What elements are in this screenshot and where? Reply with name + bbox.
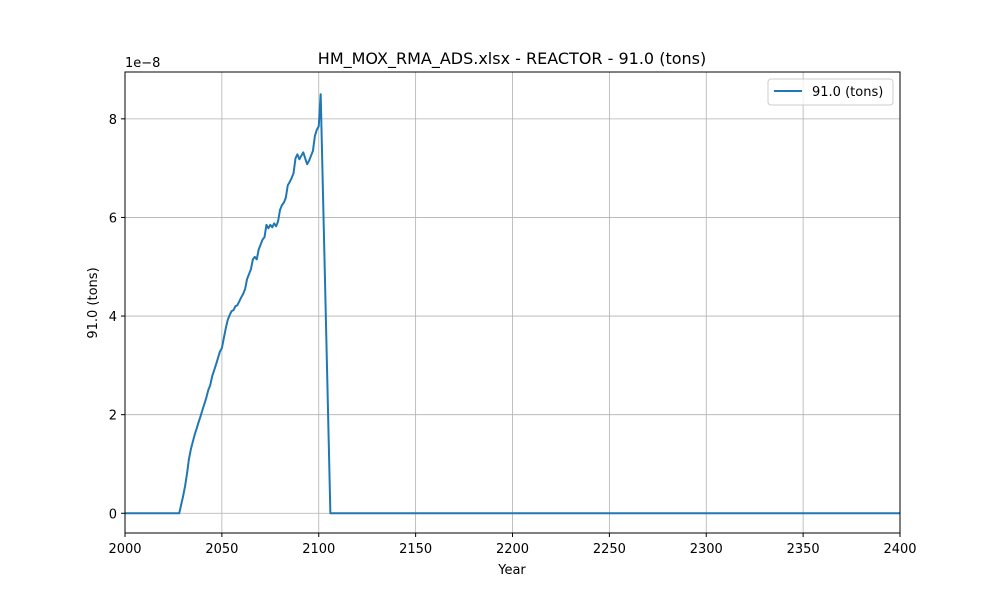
x-tick-label: 2150	[399, 542, 432, 557]
y-tick-label: 4	[109, 310, 117, 325]
legend: 91.0 (tons)	[767, 78, 894, 106]
y-axis-label: 91.0 (tons)	[86, 267, 101, 338]
y-tick-label: 0	[109, 507, 117, 522]
legend-box	[767, 78, 894, 106]
y-tick-label: 2	[109, 409, 117, 424]
x-tick-label: 2100	[302, 542, 335, 557]
x-tick-label: 2350	[787, 542, 820, 557]
x-tick-label: 2400	[883, 542, 916, 557]
series-line	[125, 93, 900, 515]
axis-ticks: 2000 2050 2100 2150 2200 2250 2300 2350 2400 0 2 4 6…	[108, 113, 916, 557]
x-axis-label: Year	[497, 563, 526, 578]
chart-title: HM_MOX_RMA_ADS.xlsx - REACTOR - 91.0 (to…	[318, 49, 706, 69]
y-tick-label: 6	[109, 211, 117, 226]
series-layer	[125, 93, 900, 515]
y-tick-label: 8	[109, 113, 117, 128]
x-tick-label: 2050	[205, 542, 238, 557]
x-tick-label: 2200	[496, 542, 529, 557]
x-tick-label: 2300	[690, 542, 723, 557]
y-offset-label: 1e−8	[125, 56, 160, 71]
x-tick-label: 2000	[108, 542, 141, 557]
legend-label: 91.0 (tons)	[812, 85, 883, 100]
x-tick-label: 2250	[593, 542, 626, 557]
